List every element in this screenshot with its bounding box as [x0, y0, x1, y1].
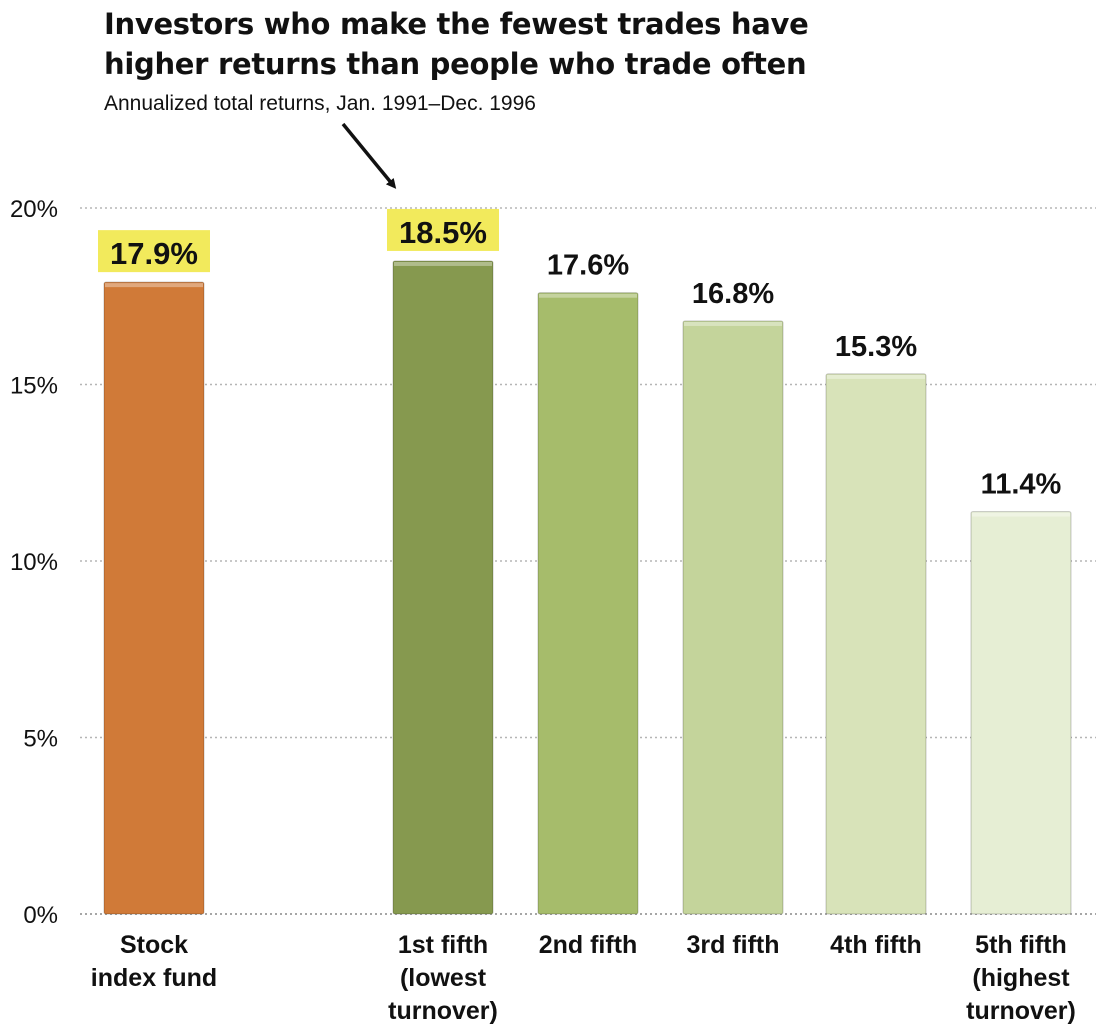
- bars-layer: [103, 260, 1072, 915]
- value-label: 16.8%: [692, 278, 774, 310]
- category-label: 1st fifth: [398, 931, 488, 959]
- y-tick-label: 10%: [10, 549, 58, 576]
- y-tick-label: 15%: [10, 373, 58, 400]
- value-label: 17.9%: [110, 236, 198, 271]
- bar-top-edge: [827, 374, 925, 379]
- value-label: 17.6%: [547, 250, 629, 282]
- category-label: 2nd fifth: [539, 931, 638, 959]
- value-label: 15.3%: [835, 331, 917, 363]
- category-label: (lowest: [400, 964, 487, 992]
- value-highlight: [387, 208, 499, 251]
- y-tick-label: 5%: [23, 726, 58, 753]
- bar: [682, 320, 784, 915]
- bar: [825, 373, 927, 915]
- category-label: 3rd fifth: [686, 931, 779, 959]
- chart-title-line-1: Investors who make the fewest trades hav…: [104, 7, 809, 41]
- bar-top-edge: [684, 321, 782, 326]
- y-tick-label: 20%: [10, 196, 58, 223]
- chart-subtitle: Annualized total returns, Jan. 1991–Dec.…: [104, 92, 536, 115]
- bar: [537, 292, 639, 915]
- grid-layer: [80, 207, 1096, 915]
- value-highlight: [98, 230, 210, 273]
- annotation-arrow: [341, 122, 397, 189]
- bar: [103, 281, 205, 915]
- category-label: index fund: [91, 964, 217, 992]
- bar: [392, 260, 494, 915]
- category-label: 5th fifth: [975, 931, 1067, 959]
- y-tick-label: 0%: [23, 902, 58, 929]
- category-label: (highest: [972, 964, 1070, 992]
- category-label: 4th fifth: [830, 931, 922, 959]
- labels-layer: 0% 5% 10% 15% 20% 17.9% Stock index fund 18.5% 1s…: [10, 196, 1076, 1025]
- value-label: 18.5%: [399, 215, 487, 250]
- bar-top-edge: [972, 512, 1070, 517]
- bar-top-edge: [539, 293, 637, 298]
- chart-title: Investors who make the fewest trades hav…: [104, 4, 1094, 84]
- category-label: Stock: [120, 931, 188, 959]
- chart-title-line-2: higher returns than people who trade oft…: [104, 47, 807, 81]
- bar-top-edge: [394, 261, 492, 266]
- bar-top-edge: [105, 283, 203, 288]
- value-label: 11.4%: [981, 469, 1062, 501]
- bar: [970, 510, 1072, 915]
- category-label: turnover): [966, 997, 1076, 1025]
- category-label: turnover): [388, 997, 498, 1025]
